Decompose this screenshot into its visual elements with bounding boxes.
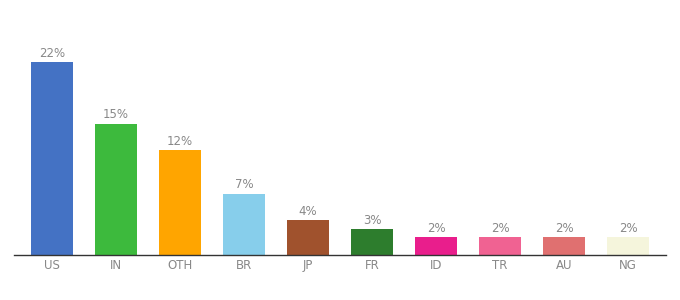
Text: 4%: 4%: [299, 205, 318, 218]
Bar: [351, 229, 393, 255]
Text: 2%: 2%: [426, 222, 445, 235]
Text: 22%: 22%: [39, 47, 65, 60]
Bar: [543, 238, 585, 255]
Text: 15%: 15%: [103, 108, 129, 122]
Text: 7%: 7%: [235, 178, 254, 191]
Text: 2%: 2%: [491, 222, 509, 235]
Bar: [159, 150, 201, 255]
Text: 2%: 2%: [619, 222, 637, 235]
Bar: [415, 238, 457, 255]
Text: 3%: 3%: [362, 214, 381, 226]
Bar: [287, 220, 329, 255]
Bar: [95, 124, 137, 255]
Bar: [607, 238, 649, 255]
Text: 2%: 2%: [555, 222, 573, 235]
Bar: [223, 194, 265, 255]
Text: 12%: 12%: [167, 135, 193, 148]
Bar: [479, 238, 521, 255]
Bar: [31, 62, 73, 255]
